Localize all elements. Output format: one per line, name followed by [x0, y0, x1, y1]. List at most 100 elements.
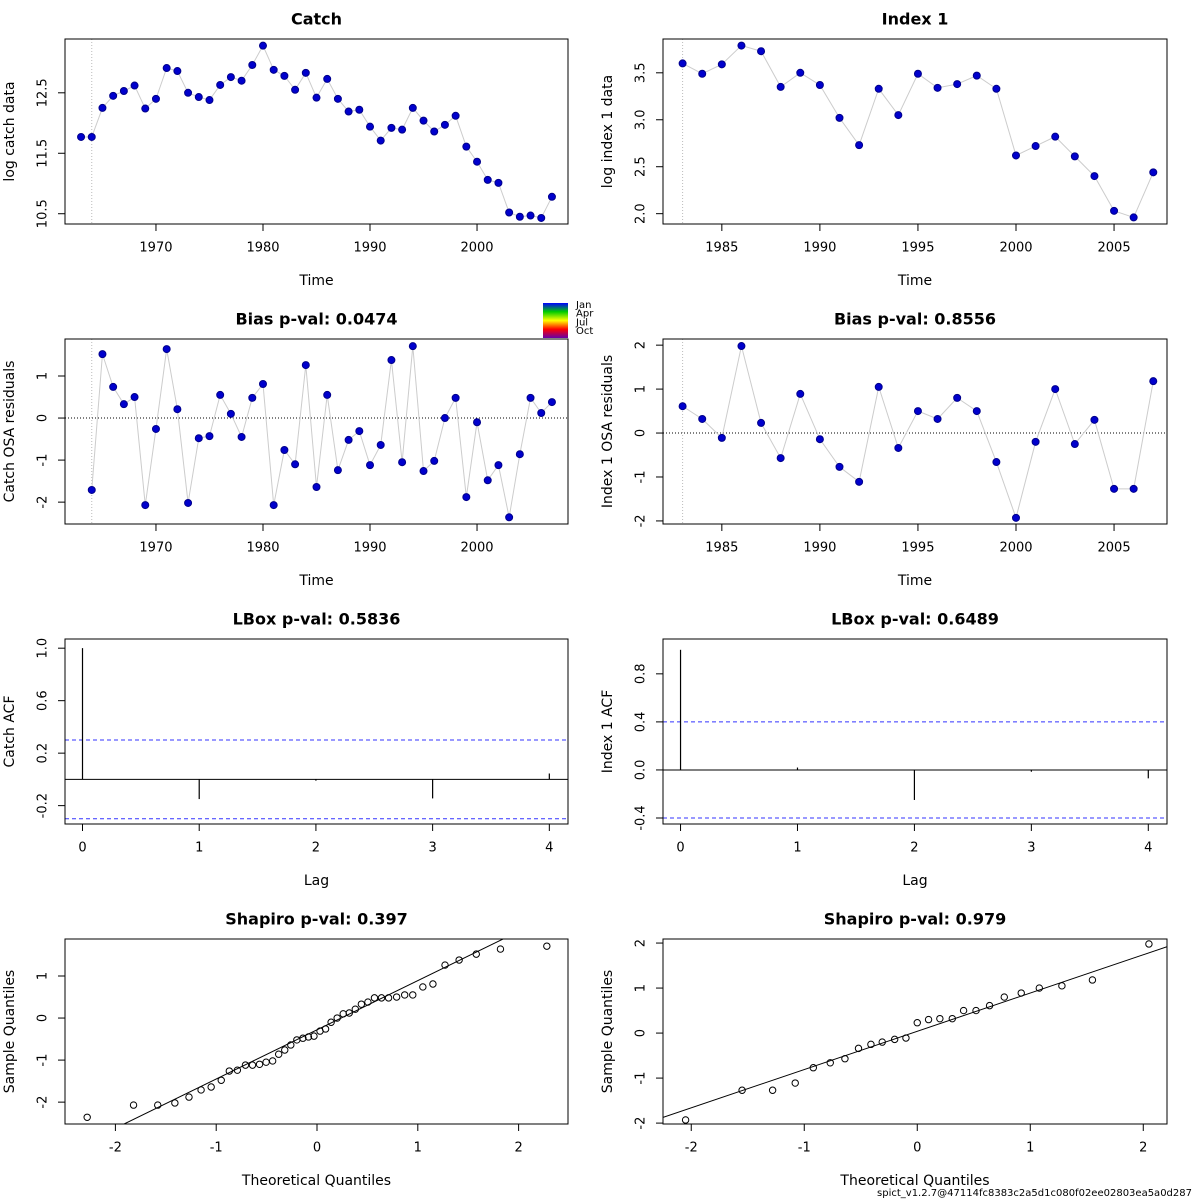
x-tick-label: 2 — [514, 1141, 522, 1156]
y-tick-label: -0.4 — [634, 805, 649, 830]
x-axis-label: Theoretical Quantiles — [839, 1173, 989, 1189]
x-tick-label: 1980 — [246, 541, 279, 556]
data-point — [835, 462, 844, 471]
data-point — [972, 407, 981, 416]
plot-frame — [64, 938, 569, 1125]
y-axis-label: Index 1 OSA residuals — [600, 355, 616, 508]
qq-point — [543, 942, 551, 950]
y-tick-label: -0.2 — [36, 793, 51, 818]
panel-title: Catch — [291, 10, 342, 29]
y-tick-label: 1 — [36, 972, 51, 980]
data-point — [87, 132, 96, 141]
y-axis-label: log index 1 data — [600, 75, 616, 188]
y-tick-label: 3.0 — [634, 109, 649, 130]
data-point — [184, 498, 193, 507]
data-point — [913, 69, 922, 78]
x-tick-label: 2 — [1139, 1141, 1147, 1156]
series-line — [81, 44, 553, 219]
data-point — [323, 74, 332, 83]
qq-point — [171, 1099, 179, 1107]
plot-frame — [64, 338, 569, 525]
y-tick-label: 2 — [634, 939, 649, 947]
x-tick-label: 2 — [910, 841, 918, 856]
data-point — [678, 59, 687, 68]
y-tick-label: 11.5 — [36, 139, 51, 168]
y-tick-label: 2 — [634, 341, 649, 349]
y-tick-label: -1 — [634, 470, 649, 483]
data-point — [419, 116, 428, 125]
data-point — [505, 513, 514, 522]
data-point — [258, 41, 267, 50]
data-point — [526, 211, 535, 220]
plot-area — [77, 39, 556, 224]
data-point — [130, 81, 139, 90]
data-point — [173, 405, 182, 414]
qq-point — [738, 1086, 746, 1094]
qq-point — [429, 980, 437, 988]
x-tick-label: 1 — [1026, 1141, 1034, 1156]
qq-point — [959, 1006, 968, 1015]
x-tick-label: 1995 — [901, 541, 934, 556]
data-point — [205, 96, 214, 105]
data-point — [776, 82, 785, 91]
x-tick-label: 2000 — [999, 241, 1032, 256]
x-tick-label: 1970 — [139, 541, 172, 556]
panel-title: Bias p-val: 0.8556 — [834, 310, 996, 329]
data-point — [141, 501, 150, 510]
data-point — [451, 393, 460, 402]
x-tick-label: 1990 — [803, 541, 836, 556]
y-tick-label: 2.5 — [634, 156, 649, 177]
y-tick-label: 0.4 — [634, 712, 649, 733]
y-tick-label: 1 — [634, 385, 649, 393]
plot-area — [65, 339, 568, 524]
month-legend-label: Oct — [576, 326, 593, 337]
data-point — [162, 345, 171, 354]
data-point — [717, 60, 726, 69]
y-axis-label: log catch data — [2, 81, 18, 181]
qq-point — [1035, 984, 1044, 992]
data-point — [301, 361, 310, 370]
data-point — [953, 393, 962, 402]
series-line — [91, 346, 553, 518]
qq-line — [122, 939, 505, 1124]
data-point — [874, 84, 883, 93]
plot-area — [663, 649, 1167, 819]
data-point — [737, 342, 746, 351]
qq-point — [255, 1060, 264, 1068]
x-tick-label: 1980 — [246, 241, 279, 256]
x-tick-label: -2 — [109, 1141, 122, 1156]
data-point — [194, 434, 203, 443]
data-point — [473, 157, 482, 166]
qq-point — [936, 1014, 944, 1023]
y-tick-label: 0 — [634, 1029, 649, 1037]
data-point — [173, 67, 182, 76]
data-point — [312, 483, 321, 491]
data-point — [1129, 484, 1138, 493]
x-axis-label: Theoretical Quantiles — [241, 1173, 391, 1189]
plot-area — [65, 648, 568, 820]
qq-point — [496, 945, 505, 953]
data-point — [237, 76, 246, 85]
qq-point — [913, 1019, 921, 1027]
data-point — [1090, 415, 1099, 424]
plot-area — [663, 339, 1167, 524]
y-tick-label: 2.0 — [634, 203, 649, 224]
plot-frame — [662, 638, 1168, 825]
data-point — [494, 461, 503, 470]
y-axis-label: Index 1 ACF — [600, 690, 616, 774]
data-point — [796, 68, 805, 77]
x-axis-label: Time — [298, 273, 333, 289]
qq-point — [441, 961, 449, 969]
data-point — [776, 454, 785, 463]
panel-title: Bias p-val: 0.0474 — [235, 310, 397, 329]
y-axis-label: Sample Quantiles — [2, 970, 18, 1093]
data-point — [505, 208, 514, 217]
data-point — [451, 111, 460, 120]
data-point — [835, 113, 844, 122]
qq-point — [826, 1059, 834, 1067]
data-point — [301, 68, 310, 77]
x-tick-label: 1985 — [705, 241, 738, 256]
data-point — [141, 104, 150, 113]
data-point — [419, 467, 428, 476]
data-point — [333, 94, 342, 103]
